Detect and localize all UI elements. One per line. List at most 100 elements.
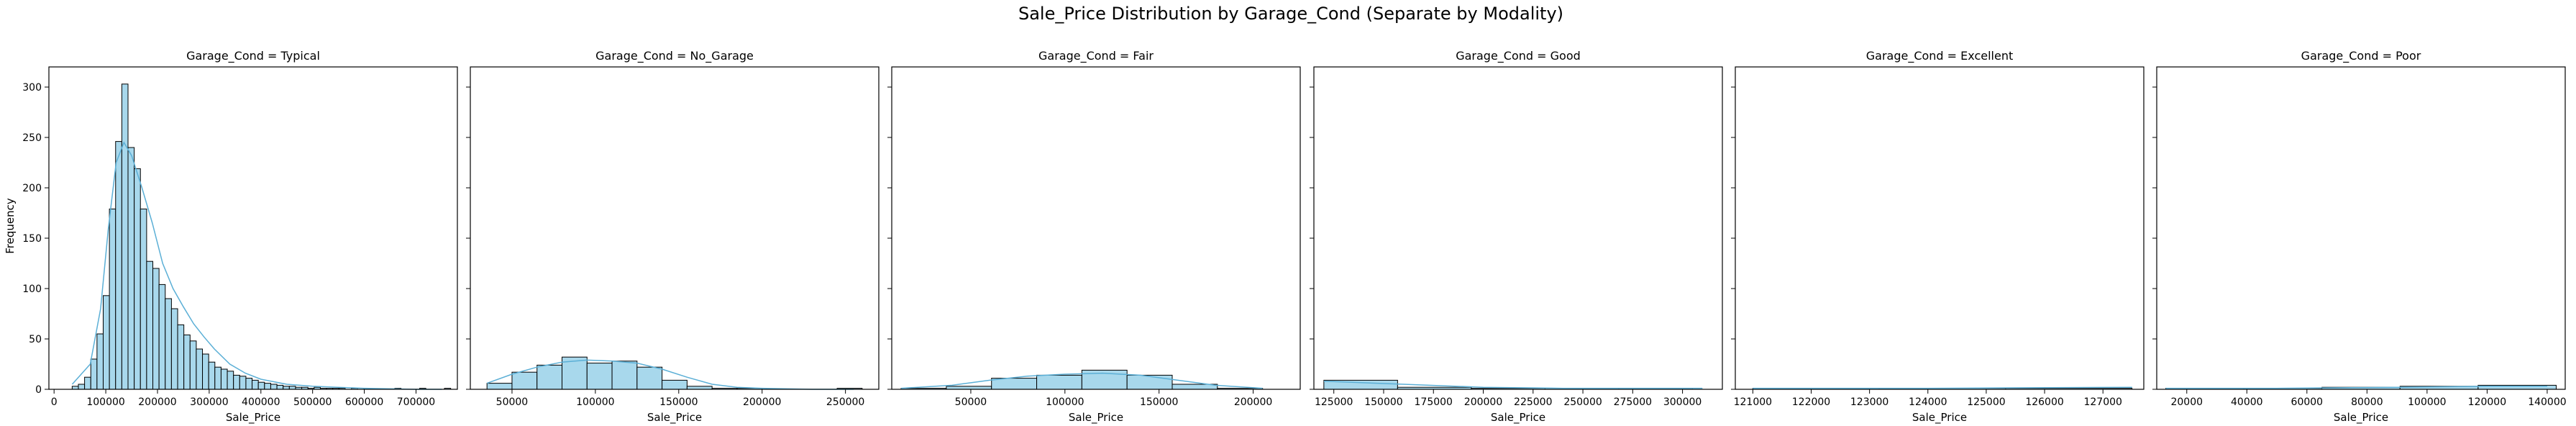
plot-frame bbox=[1313, 66, 1723, 390]
histogram-bar bbox=[189, 340, 197, 390]
x-tick-label: 125000 bbox=[1315, 396, 1353, 408]
x-tick-label: 300000 bbox=[190, 396, 228, 408]
histogram-bar bbox=[84, 376, 91, 390]
figure-title: Sale_Price Distribution by Garage_Cond (… bbox=[1018, 4, 1563, 24]
histogram-bar bbox=[115, 141, 122, 390]
panel-5: Garage_Cond = Poor 20000 40000 60000 80000 10… bbox=[2152, 49, 2567, 425]
y-tick-label: 100 bbox=[22, 284, 42, 295]
y-axis-ticks bbox=[466, 86, 470, 390]
x-tick-label: 250000 bbox=[826, 396, 864, 408]
histogram-bar bbox=[686, 386, 713, 390]
histogram-bar bbox=[1036, 374, 1082, 390]
histogram-bar bbox=[165, 298, 172, 390]
facet-panels: Garage_Cond = Typical 0 100000 200000 300000… bbox=[22, 49, 2566, 425]
histogram-bar bbox=[183, 334, 191, 390]
histogram-bar bbox=[158, 284, 166, 390]
histogram-bar bbox=[257, 381, 265, 390]
histogram-bars bbox=[71, 83, 452, 390]
histogram-bar bbox=[134, 168, 141, 390]
x-tick-label: 126000 bbox=[2025, 396, 2063, 408]
x-tick-label: 100000 bbox=[86, 396, 124, 408]
x-axis-ticks: 121000 122000 123000 124000 125000 126000 1270… bbox=[1734, 389, 2122, 408]
x-axis-label: Sale_Price bbox=[647, 411, 702, 425]
x-tick-label: 200000 bbox=[138, 396, 176, 408]
histogram-bar bbox=[276, 384, 284, 390]
histogram-bar bbox=[127, 147, 135, 390]
y-tick-label: 150 bbox=[22, 233, 42, 245]
x-tick-label: 124000 bbox=[1909, 396, 1947, 408]
histogram-bar bbox=[90, 358, 98, 390]
histogram-bar bbox=[96, 333, 104, 390]
kde-curve bbox=[901, 372, 1263, 389]
x-tick-label: 600000 bbox=[345, 396, 383, 408]
x-tick-label: 200000 bbox=[1464, 396, 1502, 408]
histogram-bar bbox=[486, 383, 513, 390]
x-tick-label: 300000 bbox=[1663, 396, 1702, 408]
kde-curve bbox=[71, 141, 442, 390]
kde-curve bbox=[1323, 381, 1703, 389]
histogram-bar bbox=[177, 324, 185, 390]
plot-frame bbox=[470, 66, 880, 390]
x-tick-label: 175000 bbox=[1415, 396, 1453, 408]
plot-frame bbox=[891, 66, 1301, 390]
y-axis-ticks bbox=[2152, 86, 2157, 390]
x-tick-label: 150000 bbox=[1364, 396, 1402, 408]
histogram-bar bbox=[102, 295, 110, 390]
x-tick-label: 100000 bbox=[1046, 396, 1084, 408]
histogram-bar bbox=[586, 363, 613, 390]
x-axis-label: Sale_Price bbox=[1069, 411, 1123, 425]
panel-title: Garage_Cond = Good bbox=[1456, 49, 1581, 63]
plot-frame bbox=[1735, 66, 2145, 390]
x-tick-label: 123000 bbox=[1850, 396, 1888, 408]
histogram-bar bbox=[252, 379, 259, 390]
histogram-bar bbox=[662, 379, 688, 390]
x-tick-label: 0 bbox=[51, 396, 58, 408]
x-tick-label: 80000 bbox=[2351, 396, 2383, 408]
y-axis-ticks bbox=[887, 86, 892, 390]
x-tick-label: 122000 bbox=[1792, 396, 1830, 408]
histogram-bar bbox=[511, 371, 538, 390]
histogram-bar bbox=[1126, 374, 1173, 390]
x-tick-label: 120000 bbox=[2468, 396, 2506, 408]
histogram-bar bbox=[611, 361, 638, 390]
histogram-bar bbox=[146, 260, 154, 390]
x-axis-ticks: 125000 150000 175000 200000 225000 250000 2750… bbox=[1315, 389, 1702, 408]
y-tick-label: 50 bbox=[29, 334, 42, 345]
x-axis-ticks: 50000 100000 150000 200000 250000 bbox=[496, 389, 864, 408]
x-axis-label: Sale_Price bbox=[1912, 411, 1967, 425]
histogram-bar bbox=[208, 361, 216, 390]
histogram-bar bbox=[109, 208, 117, 390]
histogram-bar bbox=[121, 83, 129, 390]
histogram-bar bbox=[227, 371, 234, 390]
histogram-bar bbox=[196, 348, 204, 390]
histogram-bar bbox=[991, 378, 1038, 390]
histogram-bars bbox=[900, 369, 1264, 390]
x-tick-label: 127000 bbox=[2083, 396, 2121, 408]
y-tick-label: 300 bbox=[22, 82, 42, 94]
panel-title: Garage_Cond = Fair bbox=[1038, 49, 1154, 63]
x-axis-ticks: 0 100000 200000 300000 400000 500000 600000 700… bbox=[51, 389, 435, 408]
x-tick-label: 200000 bbox=[743, 396, 781, 408]
panel-title: Garage_Cond = No_Garage bbox=[595, 49, 754, 63]
histogram-bar bbox=[233, 374, 240, 390]
y-axis-ticks: 0 50 100 150 200 250 300 bbox=[22, 82, 49, 396]
histogram-bar bbox=[220, 368, 228, 390]
y-tick-label: 0 bbox=[35, 384, 42, 396]
panel-0: Garage_Cond = Typical 0 100000 200000 300000… bbox=[22, 49, 458, 425]
x-tick-label: 225000 bbox=[1514, 396, 1552, 408]
panel-2: Garage_Cond = Fair 50000 100000 150000 20000… bbox=[887, 49, 1301, 425]
x-axis-label: Sale_Price bbox=[1491, 411, 1545, 425]
plot-frame bbox=[48, 66, 458, 390]
x-tick-label: 500000 bbox=[293, 396, 332, 408]
x-tick-label: 400000 bbox=[242, 396, 280, 408]
x-tick-label: 60000 bbox=[2291, 396, 2324, 408]
histogram-bar bbox=[239, 376, 247, 390]
y-axis-ticks bbox=[1310, 86, 1314, 390]
histogram-bar bbox=[202, 353, 209, 390]
histogram-bar bbox=[288, 386, 296, 390]
kde-curve bbox=[486, 359, 854, 390]
panel-title: Garage_Cond = Poor bbox=[2301, 49, 2421, 63]
panel-title: Garage_Cond = Typical bbox=[186, 49, 320, 63]
panel-1: Garage_Cond = No_Garage 50000 100000 150000… bbox=[466, 49, 880, 425]
histogram-bar bbox=[636, 366, 663, 390]
